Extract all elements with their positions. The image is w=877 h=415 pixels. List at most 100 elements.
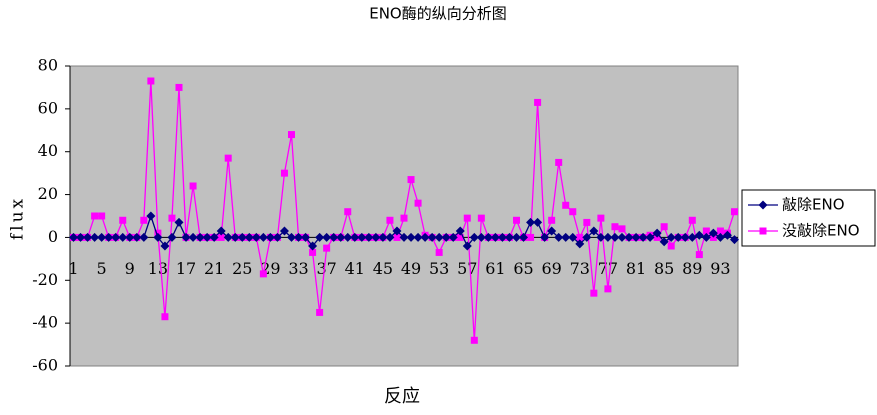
data-point [224,154,232,162]
data-point [759,227,767,235]
data-point [687,232,697,242]
data-point [189,182,197,190]
x-tick-label: 45 [373,259,393,278]
data-point [513,216,521,224]
data-point [168,214,176,222]
data-point [309,248,317,256]
x-tick-label: 17 [176,259,196,278]
data-point [174,217,184,227]
data-point [230,232,240,242]
data-point [590,289,598,297]
x-tick-label: 33 [288,259,308,278]
data-point [434,232,444,242]
x-axis-label: 反应 [384,386,420,407]
x-tick-label: 89 [682,259,702,278]
data-point [519,232,529,242]
data-point [350,232,360,242]
data-point [462,241,472,251]
data-point [589,226,599,236]
y-tick-label: 60 [38,98,58,117]
x-tick-label: 41 [345,259,365,278]
data-point [526,217,536,227]
data-point [568,232,578,242]
data-point [561,232,571,242]
data-point [357,232,367,242]
y-tick-label: -60 [32,356,58,375]
data-point [315,232,325,242]
x-tick-label: 81 [626,259,646,278]
data-point [258,232,268,242]
data-point [97,232,107,242]
data-point [708,228,718,238]
data-point [547,226,557,236]
x-tick-label: 77 [598,259,618,278]
data-point [673,232,683,242]
data-point [420,232,430,242]
data-point [181,232,191,242]
data-point [631,232,641,242]
chart-title: ENO酶的纵向分析图 [369,5,507,23]
data-point [399,232,409,242]
data-point [414,199,422,207]
data-point [575,239,585,249]
data-point [91,212,99,220]
data-point [456,233,464,241]
y-tick-label: 0 [48,227,58,246]
data-point [576,233,584,241]
data-point [316,308,324,316]
data-point [477,214,485,222]
data-point [427,232,437,242]
data-point [294,232,304,242]
data-point [244,232,254,242]
data-point [175,83,183,91]
x-tick-label: 57 [457,259,477,278]
data-point [139,232,149,242]
data-point [667,242,675,250]
data-point [76,232,86,242]
data-point [483,232,493,242]
data-point [237,232,247,242]
data-point [666,232,676,242]
data-point [371,232,381,242]
x-tick-label: 37 [316,259,336,278]
data-point [555,158,563,166]
data-point [160,241,170,251]
x-tick-label: 65 [513,259,533,278]
data-point [98,212,106,220]
data-point [322,232,332,242]
data-point [125,232,135,242]
data-point [610,232,620,242]
data-point [694,230,704,240]
data-point [111,232,121,242]
data-point [548,216,556,224]
data-point [695,251,703,259]
data-point [688,216,696,224]
data-point [83,232,93,242]
y-tick-label: -20 [32,270,58,289]
data-point [618,225,626,233]
data-point [90,232,100,242]
data-point [435,248,443,256]
x-tick-label: 21 [204,259,224,278]
data-point [659,237,669,247]
data-point [188,232,198,242]
data-point [476,232,486,242]
data-point [392,226,402,236]
data-point [259,270,267,278]
data-point [490,232,500,242]
data-point [140,216,148,224]
data-point [562,201,570,209]
y-tick-label: 80 [38,56,58,75]
data-point [280,169,288,177]
data-point [217,233,225,241]
data-point [407,176,415,184]
data-point [119,216,127,224]
data-point [470,336,478,344]
data-point [701,232,711,242]
data-point [308,241,318,251]
x-tick-label: 53 [429,259,449,278]
data-point [279,226,289,236]
data-point [251,232,261,242]
x-tick-label: 49 [401,259,421,278]
data-point [386,216,394,224]
